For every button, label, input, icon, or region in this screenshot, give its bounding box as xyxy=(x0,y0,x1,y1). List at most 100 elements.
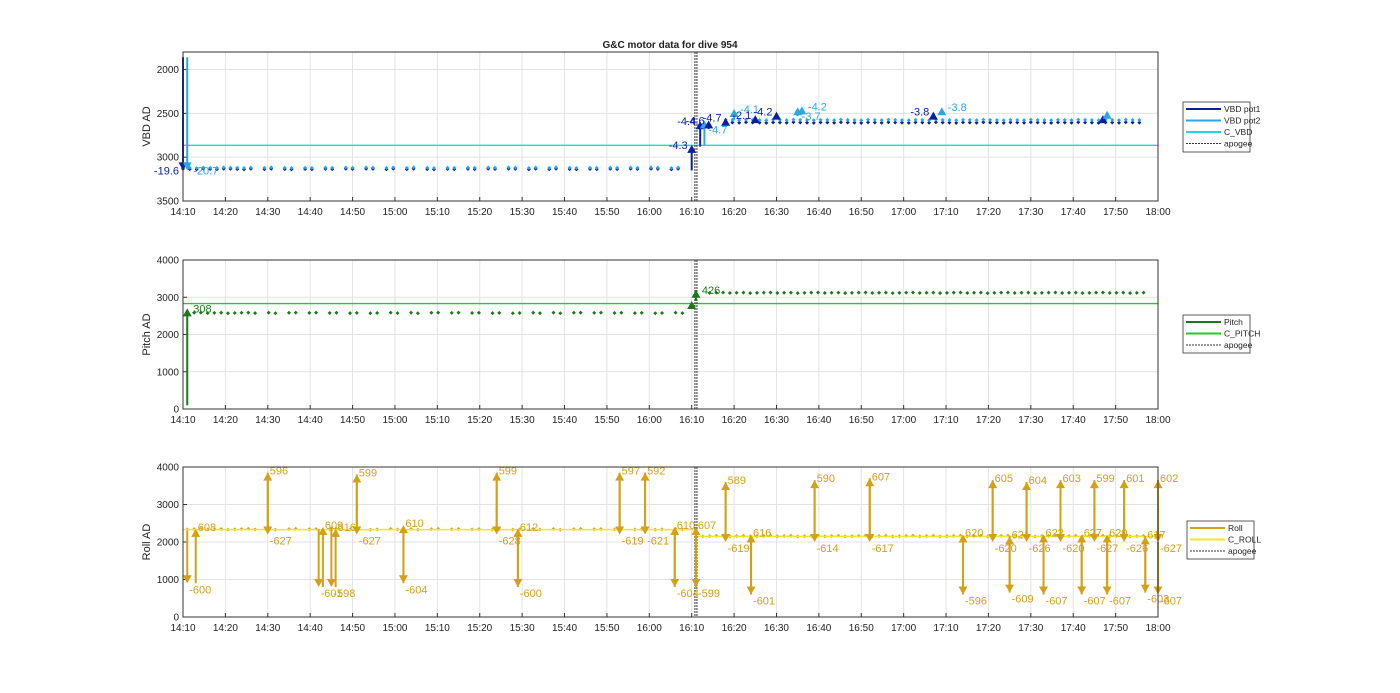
arrow-head xyxy=(492,526,502,535)
arrow-label: -20.7 xyxy=(193,165,218,177)
arrow-head xyxy=(314,579,324,587)
data-point xyxy=(961,117,965,122)
arrow-label: -619 xyxy=(622,536,644,548)
y-tick-label: 2000 xyxy=(157,65,180,76)
x-tick-label: 17:30 xyxy=(1018,623,1043,634)
data-point xyxy=(877,290,882,295)
data-point xyxy=(612,311,617,316)
x-tick-label: 17:40 xyxy=(1061,623,1086,634)
legend-label: apogee xyxy=(1224,139,1253,149)
arrow-marker: 612 xyxy=(513,522,538,587)
data-point xyxy=(1117,118,1121,123)
data-point xyxy=(1028,117,1033,122)
data-point xyxy=(334,310,339,315)
data-point xyxy=(1089,120,1094,125)
data-point xyxy=(655,165,660,170)
x-tick-label: 16:10 xyxy=(679,415,704,426)
arrow-head xyxy=(937,107,947,116)
data-point xyxy=(225,311,230,316)
x-tick-label: 17:00 xyxy=(891,415,916,426)
data-point xyxy=(1083,117,1088,122)
data-point xyxy=(825,117,830,122)
arrow-head xyxy=(1098,115,1108,124)
y-axis-label: VBD AD xyxy=(141,106,153,146)
data-point xyxy=(1015,120,1020,125)
data-point xyxy=(1046,290,1051,295)
x-tick-label: 16:50 xyxy=(849,415,874,426)
x-tick-label: 17:00 xyxy=(891,207,916,218)
arrow-label: -600 xyxy=(189,584,211,596)
data-point xyxy=(913,120,918,125)
arrow-head xyxy=(331,528,341,537)
panel-2: 14:10 14:20 14:30 14:40 14:50 15:00 15:10 15:20… xyxy=(141,256,1260,427)
x-tick-label: 16:20 xyxy=(722,207,747,218)
arrow-label: 597 xyxy=(622,466,640,478)
arrow-marker: -4.4 xyxy=(677,116,705,147)
data-point xyxy=(619,310,624,315)
data-point xyxy=(883,290,888,295)
arrow-label: 604 xyxy=(1029,475,1047,487)
arrow-head xyxy=(810,534,820,542)
data-point xyxy=(978,290,983,295)
data-point xyxy=(1114,290,1119,295)
legend-label: apogee xyxy=(1224,340,1253,350)
data-point xyxy=(307,310,312,315)
x-tick-label: 15:30 xyxy=(510,415,535,426)
data-point xyxy=(859,120,864,125)
figure-title: G&C motor data for dive 954 xyxy=(602,40,737,51)
x-tick-label: 15:00 xyxy=(382,623,407,634)
arrow-label: -4.7 xyxy=(703,113,722,125)
arrow-marker: -628 xyxy=(492,472,521,548)
data-point xyxy=(743,120,748,125)
x-tick-label: 16:00 xyxy=(637,415,662,426)
arrow-label: -4.7 xyxy=(708,124,727,136)
arrow-label: -607 xyxy=(1109,596,1131,608)
data-point xyxy=(1134,290,1139,295)
arrow-head xyxy=(865,534,875,542)
data-point xyxy=(822,290,827,295)
x-tick-label: 17:50 xyxy=(1103,415,1128,426)
data-point xyxy=(1089,118,1094,123)
arrow-head xyxy=(182,162,192,171)
arrow-marker: -620 xyxy=(1056,480,1085,555)
data-point xyxy=(449,310,454,315)
arrow-marker: 610 xyxy=(398,518,424,584)
data-point xyxy=(802,290,807,295)
x-tick-label: 16:10 xyxy=(679,207,704,218)
arrow-label: -620 xyxy=(1063,543,1085,555)
data-point xyxy=(330,165,335,170)
data-point xyxy=(506,165,511,170)
data-point xyxy=(1008,117,1013,122)
data-point xyxy=(1008,120,1013,125)
data-point xyxy=(893,117,898,122)
arrow-label: -609 xyxy=(1012,594,1034,606)
arrow-marker: 308 xyxy=(182,303,212,406)
data-point xyxy=(429,310,434,315)
axes-frame xyxy=(182,466,1159,618)
x-tick-label: 17:10 xyxy=(934,207,959,218)
data-point xyxy=(859,118,864,123)
data-point xyxy=(944,290,949,295)
data-point xyxy=(395,311,400,316)
data-point xyxy=(1080,291,1085,296)
data-point xyxy=(526,166,531,171)
arrow-label: 426 xyxy=(702,285,720,297)
data-point xyxy=(221,165,226,170)
data-point xyxy=(938,291,943,296)
data-point xyxy=(1076,117,1081,122)
data-point xyxy=(289,166,294,171)
data-point xyxy=(771,120,776,125)
arrow-label: -607 xyxy=(1084,596,1106,608)
data-point xyxy=(1100,290,1105,295)
y-tick-label: 1000 xyxy=(157,367,180,378)
x-tick-label: 16:40 xyxy=(806,623,831,634)
data-point xyxy=(219,310,224,315)
arrow-head xyxy=(928,111,938,120)
data-point xyxy=(743,117,748,122)
data-point xyxy=(886,120,891,125)
arrow-head xyxy=(670,527,680,535)
data-point xyxy=(578,310,583,315)
data-point xyxy=(1123,117,1128,122)
arrow-marker: -621 xyxy=(640,472,669,548)
data-point xyxy=(1026,290,1031,295)
